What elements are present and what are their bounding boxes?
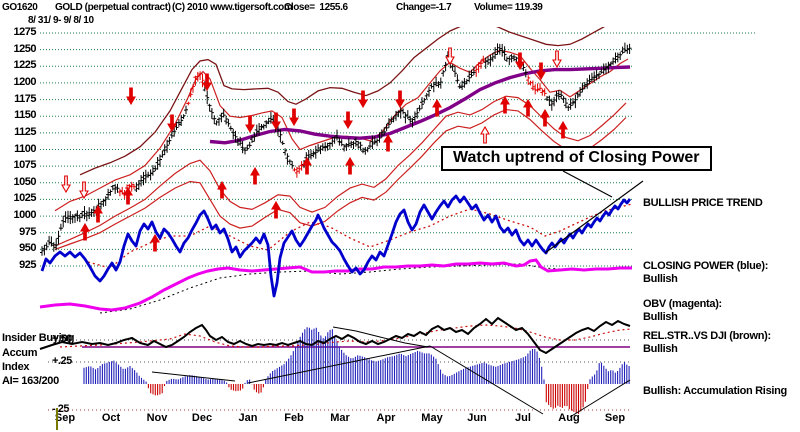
rel-str-label: REL.STR..VS DJI (brown): Bullish [643,330,771,355]
date-range: 8/ 31/ 9- 9/ 8/ 10 [28,15,94,26]
ticker-symbol: GO1620 [2,2,38,13]
closing-power-label: CLOSING POWER (blue): Bullish [643,260,769,285]
month-label-12-sep: Sep [604,412,626,424]
up-arrow [345,156,355,175]
month-label-2-nov: Nov [146,412,168,424]
down-arrow-hollow [61,175,71,194]
annotation-callout: Watch uptrend of Closing Power [441,146,712,171]
lower-inner-band [54,95,627,247]
price-tick-1100: 1100 [14,142,36,155]
price-bars-red [117,55,547,199]
histogram-trendline [247,345,431,384]
down-arrow-hollow [79,181,89,200]
price-tick-1025: 1025 [13,192,37,205]
down-arrow [167,114,177,133]
upper-outer-band [79,27,605,176]
lower-outer-band [54,108,627,250]
month-label-0-sep: Sep [54,412,76,424]
accum-label: Accum [2,347,38,359]
closing-power-uptrend-line [544,180,644,254]
chart-title: GOLD (perpetual contract) [55,2,171,13]
histogram-trendline [569,379,631,418]
month-label-6-mar: Mar [330,412,350,424]
month-label-5-feb: Feb [284,412,304,424]
volume-value: Volume= 119.39 [474,2,543,13]
up-arrow [150,233,160,252]
obv-label: OBV (magenta): Bullish [643,298,722,323]
down-arrow [536,62,546,81]
price-bars-black [40,42,632,256]
down-arrow [515,52,525,71]
up-arrow [432,98,442,117]
up-arrow [93,204,103,223]
up-arrow [271,200,281,219]
up-arrow [302,156,312,175]
close-value: Close= 1255.6 [284,2,348,13]
down-arrow [202,73,212,92]
down-arrow [271,112,281,131]
purple-moving-average [209,65,631,145]
indicator-tick-25: +.25 [52,355,72,367]
callout-pointer-line [562,170,613,198]
up-arrow [540,108,550,127]
accum-histogram-red [147,384,589,414]
month-label-9-jun: Jun [467,412,487,424]
accum-histogram-blue [83,327,630,384]
price-tick-1175: 1175 [14,92,36,105]
month-label-11-aug: Aug [558,412,580,424]
rel-str-line [39,316,631,355]
up-arrow [383,133,393,152]
down-arrow-hollow [445,47,455,66]
price-tick-1225: 1225 [13,59,37,72]
ai-value-label: AI= 163/200 [2,375,59,387]
insider-buying-label: Insider Buying [2,332,75,344]
up-arrow [500,95,510,114]
price-tick-1075: 1075 [13,159,37,172]
down-arrow [358,90,368,109]
up-arrow-hollow [480,125,490,144]
price-tick-1150: 1150 [14,109,36,122]
up-arrow [80,222,90,241]
up-arrow [250,166,260,185]
price-tick-1050: 1050 [13,175,37,188]
histogram-trendline [429,345,544,415]
price-tick-1125: 1125 [14,125,36,138]
month-label-3-dec: Dec [191,412,213,424]
change-value: Change=-1.7 [396,2,452,13]
down-arrow [289,108,299,127]
down-arrow-hollow [552,50,562,69]
month-label-1-oct: Oct [101,412,121,424]
copyright-text: (C) 2010 www.tigersoft.com [172,2,293,13]
accumulation-note-label: Bullish: Accumulation Rising [643,385,787,397]
obv-line [39,258,632,312]
down-arrow [395,90,405,109]
price-tick-975: 975 [19,225,36,238]
up-arrow [123,186,133,205]
price-trend-label: BULLISH PRICE TREND [643,197,763,209]
up-arrow [558,120,568,139]
month-label-8-may: May [421,412,443,424]
down-arrow [343,111,353,130]
index-label: Index [2,361,30,373]
price-tick-1200: 1200 [13,75,37,88]
month-label-4-jan: Jan [238,412,258,424]
price-tick-1250: 1250 [13,42,37,55]
histogram-envelope-curve [332,326,429,348]
month-label-7-apr: Apr [376,412,396,424]
indicator-tick-50: +.50 [52,333,72,345]
up-arrow [217,180,227,199]
histogram-trendline [151,371,236,382]
price-tick-925: 925 [19,259,36,271]
month-label-10-jul: Jul [515,412,531,424]
down-arrow [245,115,255,134]
price-tick-950: 950 [19,242,36,255]
down-arrow [126,87,136,106]
rel-str-ma-dotted [59,324,633,348]
closing-power-line [40,194,632,298]
price-tick-1000: 1000 [13,209,37,222]
up-arrow [523,98,533,117]
price-tick-1275: 1275 [13,26,37,38]
